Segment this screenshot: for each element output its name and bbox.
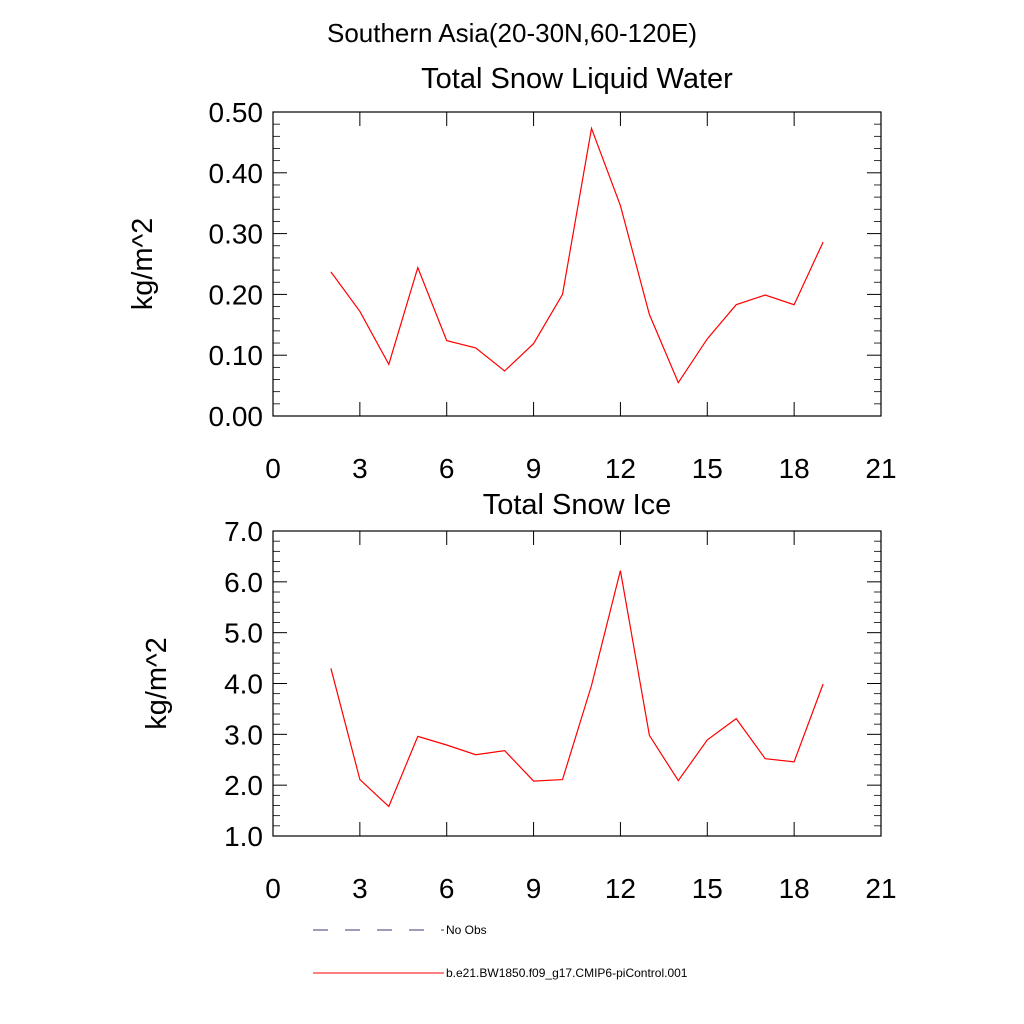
- plot-frame: [272, 111, 882, 417]
- y-axis-label: kg/m^2: [141, 637, 173, 730]
- chart-title: Total Snow Liquid Water: [421, 63, 733, 95]
- y-tick-label: 0.40: [209, 158, 264, 189]
- x-tick-label: 6: [439, 873, 455, 904]
- y-tick-label: 5.0: [224, 618, 263, 649]
- x-tick-label: 21: [865, 873, 896, 904]
- plot-frame: [272, 530, 882, 837]
- chart-panel-2: Total Snow Ice kg/m^2 0 3 6 9 12 15 18 21 1.0 2.0 3.…: [141, 489, 897, 904]
- x-tick-label: 0: [265, 873, 281, 904]
- chart-title: Total Snow Ice: [483, 489, 672, 521]
- x-tick-label: 6: [439, 453, 455, 484]
- y-tick-label: 0.20: [209, 279, 264, 310]
- y-tick-label: 0.10: [209, 340, 264, 371]
- x-tick-label: 15: [692, 873, 723, 904]
- y-tick-label: 7.0: [224, 516, 263, 547]
- x-tick-label: 0: [265, 453, 281, 484]
- legend-label: b.e21.BW1850.f09_g17.CMIP6-piControl.001: [446, 966, 688, 980]
- x-tick-label: 3: [352, 453, 368, 484]
- x-tick-label: 9: [526, 873, 542, 904]
- y-tick-label: 0.50: [209, 97, 264, 128]
- y-tick-label: 0.00: [209, 401, 264, 432]
- legend-label: No Obs: [446, 923, 487, 937]
- x-tick-label: 15: [692, 453, 723, 484]
- chart-panel-1: Total Snow Liquid Water kg/m^2 0 3 6 9 12 15 18 2…: [127, 63, 897, 484]
- x-tick-label: 12: [605, 453, 636, 484]
- y-tick-label: 2.0: [224, 770, 263, 801]
- chart-panels: Total Snow Liquid Water kg/m^2 0 3 6 9 12 15 18 2…: [127, 63, 897, 904]
- y-tick-label: 1.0: [224, 821, 263, 852]
- x-tick-label: 3: [352, 873, 368, 904]
- series-line-1: [330, 126, 824, 384]
- legend: No Obs b.e21.BW1850.f09_g17.CMIP6-piContr…: [313, 923, 688, 980]
- x-tick-label: 21: [865, 453, 896, 484]
- y-tick-label: 3.0: [224, 719, 263, 750]
- x-tick-label: 18: [779, 453, 810, 484]
- x-tick-label: 18: [779, 873, 810, 904]
- y-tick-label: 0.30: [209, 219, 264, 250]
- y-tick-label: 4.0: [224, 669, 263, 700]
- y-tick-label: 6.0: [224, 567, 263, 598]
- x-tick-label: 9: [526, 453, 542, 484]
- x-tick-label: 12: [605, 873, 636, 904]
- y-axis-label: kg/m^2: [127, 218, 159, 311]
- figure-title: Southern Asia(20-30N,60-120E): [327, 18, 697, 48]
- series-line-1: [330, 570, 824, 808]
